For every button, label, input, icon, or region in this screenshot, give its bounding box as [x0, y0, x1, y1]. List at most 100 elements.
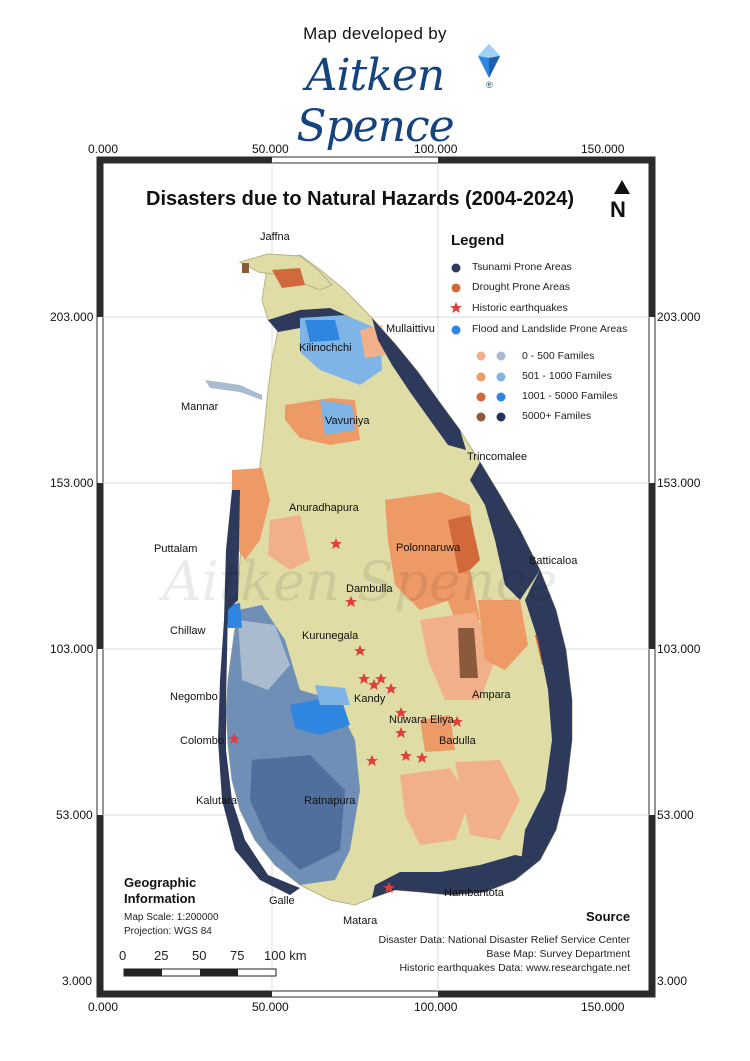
- place-label: Ratnapura: [304, 795, 356, 807]
- earthquake-star: [330, 538, 342, 549]
- source-title: Source: [586, 909, 631, 924]
- place-label: Mannar: [181, 401, 219, 413]
- legend-class-drought-dot: [476, 351, 486, 361]
- region-tsunami-northeast: [372, 318, 466, 450]
- geographic-info-title-line1: Geographic: [124, 875, 197, 890]
- legend-class-drought-dot: [476, 372, 486, 382]
- x-tick-top: 50.000: [252, 142, 289, 156]
- legend-class-flood-dot: [496, 392, 506, 402]
- region-drought-mid: [440, 570, 480, 620]
- scale-bar-label: 0: [119, 948, 127, 963]
- region-flood-high: [226, 603, 242, 628]
- earthquake-star: [354, 645, 366, 656]
- place-label: Negombo: [170, 691, 218, 703]
- scale-bar-label: 25: [154, 948, 169, 963]
- geographic-info-title-line2: Information: [124, 891, 196, 906]
- earthquake-star: [358, 673, 370, 684]
- map-developer-caption: Map developed by: [303, 24, 447, 43]
- place-label: Chillaw: [170, 625, 206, 637]
- region-5000-plus: [242, 263, 249, 273]
- y-tick-right: 53.000: [657, 808, 694, 822]
- legend-class-flood-dot: [496, 412, 506, 422]
- north-label: N: [610, 197, 626, 222]
- earthquake-star: [383, 882, 395, 893]
- place-label: Trincomalee: [467, 451, 528, 463]
- legend-drought-dot: [451, 283, 461, 293]
- scale-bar: [123, 968, 277, 977]
- x-tick-bottom: 150.000: [581, 1000, 625, 1014]
- place-label: Kandy: [354, 693, 386, 705]
- place-label: Dambulla: [346, 583, 393, 595]
- source-line: Disaster Data: National Disaster Relief …: [378, 934, 630, 946]
- place-label: Kalutara: [196, 795, 237, 807]
- source-line: Historic earthquakes Data: www.researchg…: [399, 962, 630, 974]
- y-tick-right: 103.000: [657, 642, 701, 656]
- legend-item-flood: Flood and Landslide Prone Areas: [472, 323, 628, 335]
- x-tick-bottom: 100.000: [414, 1000, 458, 1014]
- place-label: Kilinochchi: [299, 342, 352, 354]
- projection-text: Projection: WGS 84: [124, 926, 212, 937]
- place-label: Jaffna: [260, 231, 290, 243]
- region-drought-mid: [478, 600, 528, 670]
- region-drought-low: [455, 760, 520, 840]
- map-scale-text: Map Scale: 1:200000: [124, 912, 219, 923]
- place-label: Polonnaruwa: [396, 542, 461, 554]
- y-tick-left: 53.000: [56, 808, 93, 822]
- place-label: Ampara: [472, 689, 511, 701]
- earthquake-markers: [228, 538, 463, 893]
- earthquake-star: [451, 716, 463, 727]
- mannar-island: [205, 380, 262, 400]
- region-flood-high: [305, 320, 340, 342]
- place-label: Batticaloa: [529, 555, 578, 567]
- legend-title: Legend: [451, 232, 505, 249]
- legend-class-label: 0 - 500 Familes: [522, 350, 595, 362]
- legend-class-label: 501 - 1000 Familes: [522, 370, 612, 382]
- legend-class-drought-dot: [476, 412, 486, 422]
- source-line: Base Map: Survey Department: [486, 948, 630, 960]
- y-tick-left: 103.000: [50, 642, 94, 656]
- region-vavuniya-flood: [320, 400, 355, 435]
- map-title: Disasters due to Natural Hazards (2004-2…: [146, 188, 574, 210]
- earthquake-star: [366, 755, 378, 766]
- earthquake-star: [400, 750, 412, 761]
- geographic-info-title: Geographic Information: [124, 875, 196, 907]
- y-tick-right: 3.000: [657, 974, 688, 988]
- x-tick-bottom: 50.000: [252, 1000, 289, 1014]
- north-arrow-icon: [614, 180, 630, 194]
- earthquake-star: [368, 679, 380, 690]
- place-label: Matara: [343, 915, 378, 927]
- place-label: Anuradhapura: [289, 502, 359, 514]
- watermark-text: Aitken Spence: [157, 550, 557, 613]
- region-drought-mid: [448, 515, 480, 580]
- earthquake-star: [395, 707, 407, 718]
- place-label: Kurunegala: [302, 630, 359, 642]
- place-label: Nuwara Eliya: [389, 714, 454, 726]
- x-tick-top: 150.000: [581, 142, 625, 156]
- earthquake-star: [345, 596, 357, 607]
- scale-bar-label: 75: [230, 948, 245, 963]
- place-label: Hambantota: [444, 887, 504, 899]
- scale-bar-label: 100 km: [264, 948, 307, 963]
- aitken-spence-logo: Aitken Spence: [296, 50, 454, 152]
- legend-class-label: 1001 - 5000 Familes: [522, 390, 618, 402]
- y-tick-left: 203.000: [50, 310, 94, 324]
- legend-class-flood-dot: [496, 372, 506, 382]
- y-tick-left: 153.000: [50, 476, 94, 490]
- region-drought-jaffna: [272, 268, 305, 288]
- x-tick-top: 100.000: [414, 142, 458, 156]
- legend-symbols: [450, 263, 506, 422]
- earthquake-star: [395, 727, 407, 738]
- legend-class-flood-dot: [496, 351, 506, 361]
- x-tick-top: 0.000: [88, 142, 119, 156]
- place-label: Badulla: [439, 735, 476, 747]
- place-label: Vavuniya: [325, 415, 370, 427]
- region-tsunami-batticaloa: [470, 462, 540, 600]
- region-drought-low: [268, 515, 310, 570]
- legend-class-label: 5000+ Familes: [522, 410, 592, 422]
- region-kandy-flood: [315, 685, 350, 705]
- legend-tsunami-dot: [451, 263, 461, 273]
- region-badulla-drought: [420, 715, 455, 752]
- region-drought-5000-plus: [458, 628, 478, 678]
- place-label: Colombo: [180, 735, 225, 747]
- earthquake-star: [385, 683, 397, 694]
